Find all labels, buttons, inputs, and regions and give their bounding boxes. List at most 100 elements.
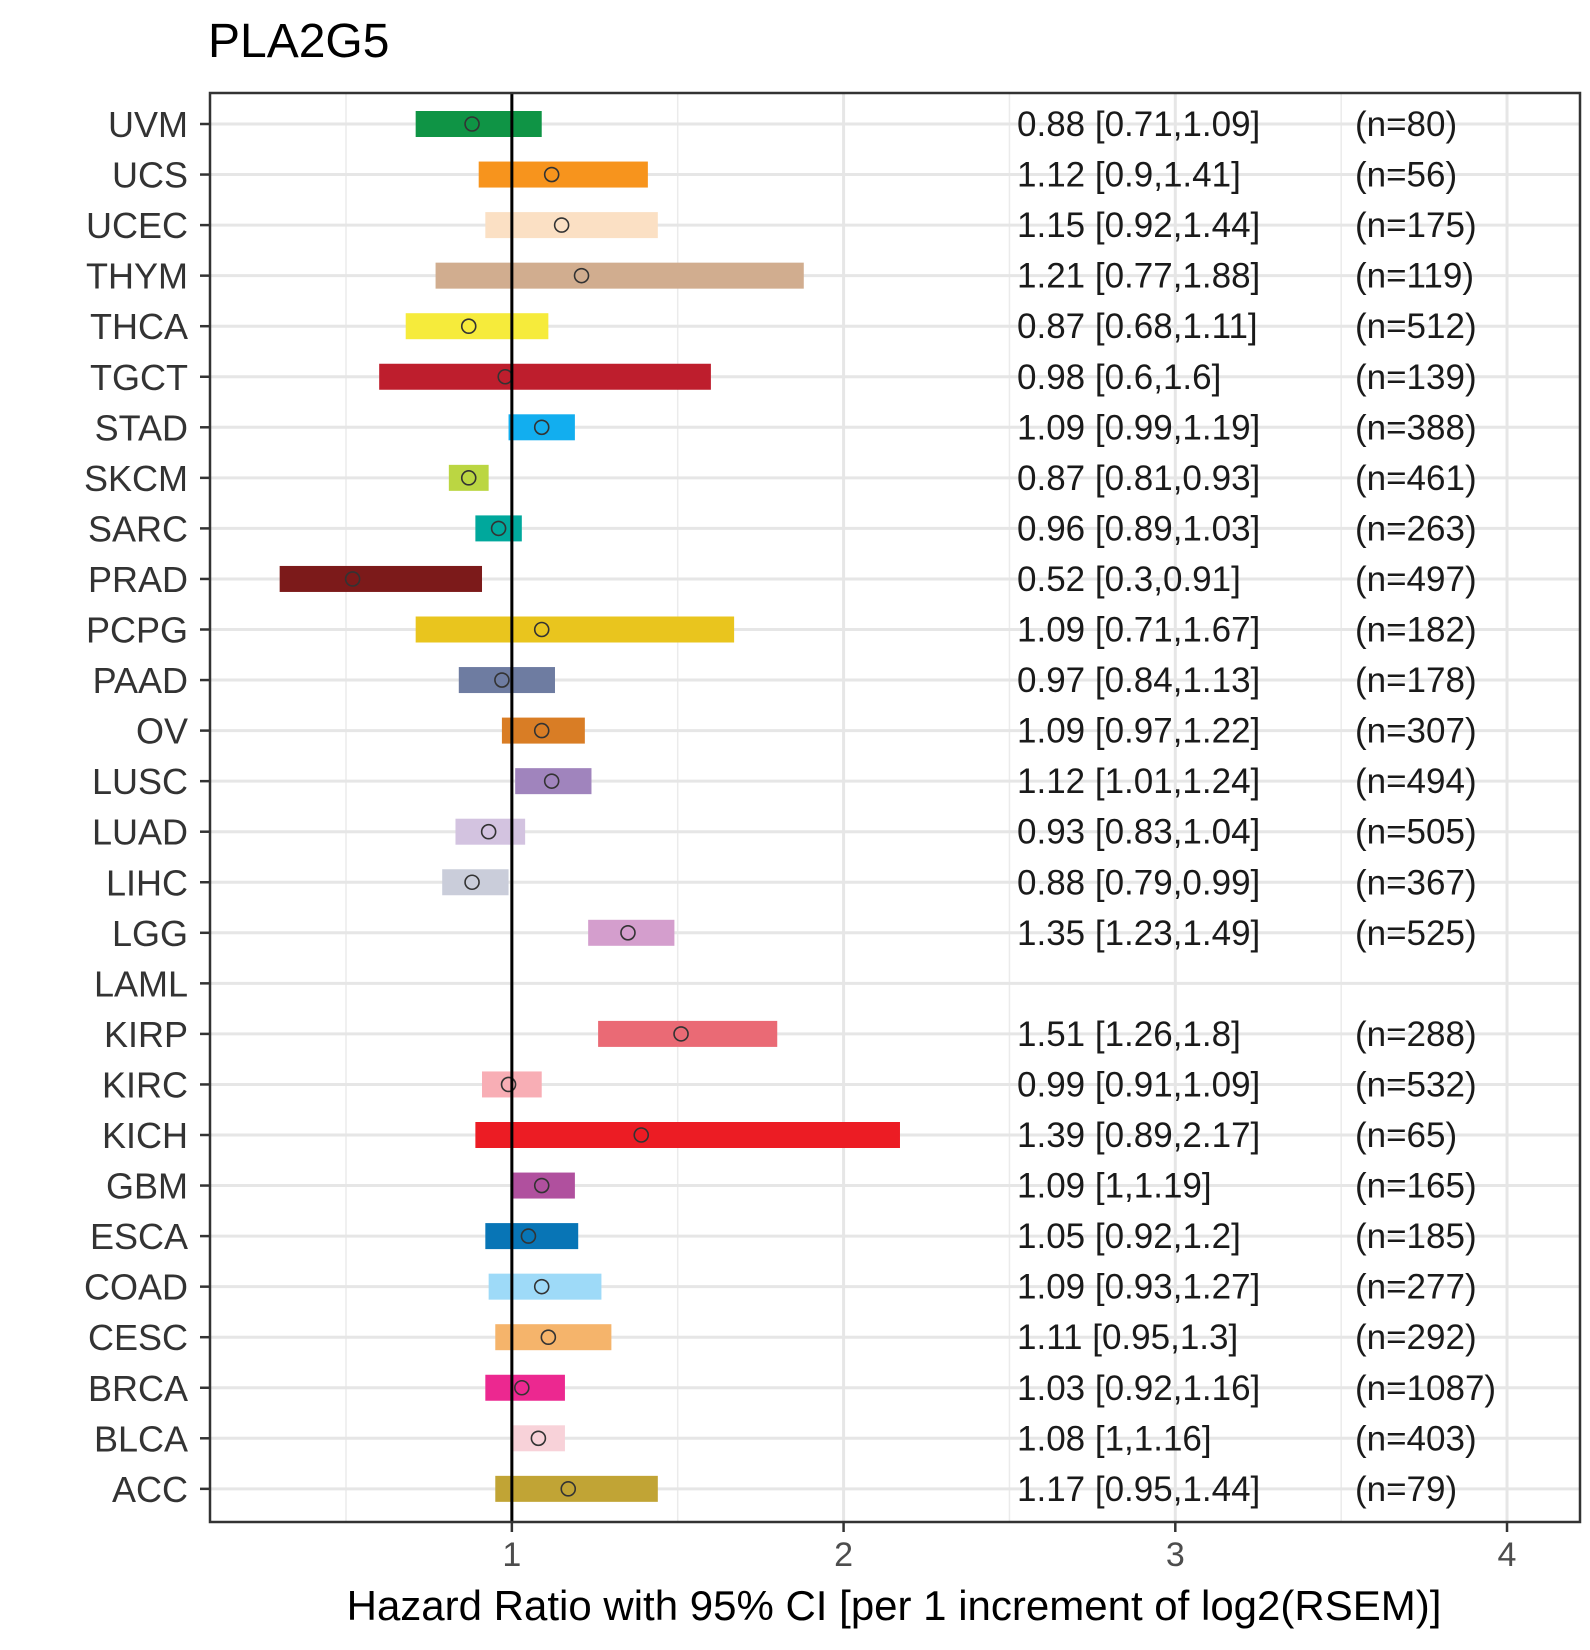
n-text-stad: (n=388) [1355, 408, 1477, 447]
y-label-paad: PAAD [93, 660, 188, 701]
hr-point-brca [514, 1379, 530, 1396]
hr-ci-text-prad: 0.52 [0.3,0.91] [1017, 560, 1241, 599]
ci-bar-thym [435, 262, 804, 289]
n-text-skcm: (n=461) [1355, 459, 1477, 498]
x-tick-label-1: 1 [502, 1536, 521, 1574]
y-label-blca: BLCA [94, 1418, 188, 1459]
hr-ci-text-coad: 1.09 [0.93,1.27] [1017, 1268, 1260, 1307]
ci-bar-lgg [588, 919, 675, 946]
n-text-kirp: (n=288) [1355, 1015, 1477, 1054]
hr-point-thym [573, 267, 590, 284]
hr-ci-text-luad: 0.93 [0.83,1.04] [1017, 813, 1260, 852]
n-text-tgct: (n=139) [1355, 358, 1477, 397]
y-label-ucs: UCS [112, 155, 188, 196]
hr-ci-text-uvm: 0.88 [0.71,1.09] [1017, 105, 1260, 144]
hr-ci-text-lgg: 1.35 [1.23,1.49] [1017, 914, 1260, 953]
bars-layer [279, 111, 900, 1502]
ci-bar-gbm [511, 1172, 575, 1199]
ci-bar-ov [501, 717, 585, 744]
n-text-pcpg: (n=182) [1355, 611, 1477, 650]
hr-ci-text-brca: 1.03 [0.92,1.16] [1017, 1369, 1260, 1408]
hr-ci-text-stad: 1.09 [0.99,1.19] [1017, 408, 1260, 447]
hr-point-lgg [620, 924, 636, 941]
ci-bar-brca [485, 1374, 565, 1401]
hr-point-thca [460, 318, 477, 335]
n-text-paad: (n=178) [1355, 661, 1477, 700]
ci-bar-pcpg [415, 616, 735, 643]
y-label-tgct: TGCT [90, 357, 188, 398]
hr-ci-text-skcm: 0.87 [0.81,0.93] [1017, 459, 1260, 498]
y-label-lgg: LGG [112, 913, 188, 954]
ci-bar-stad [508, 414, 575, 441]
y-label-uvm: UVM [108, 104, 188, 145]
x-tick-label-3: 3 [1166, 1536, 1185, 1574]
n-text-kirc: (n=532) [1355, 1065, 1477, 1104]
panel-border [208, 91, 1582, 1524]
hr-ci-text-sarc: 0.96 [0.89,1.03] [1017, 509, 1260, 548]
ci-bar-blca [511, 1425, 565, 1452]
ci-bar-kich [475, 1122, 900, 1148]
hr-ci-text-lusc: 1.12 [1.01,1.24] [1017, 762, 1260, 801]
y-label-pcpg: PCPG [86, 610, 188, 651]
y-label-sarc: SARC [88, 508, 188, 549]
y-label-skcm: SKCM [84, 458, 188, 499]
ci-bar-thca [405, 313, 549, 340]
n-text-acc: (n=79) [1355, 1470, 1457, 1509]
n-text-ucec: (n=175) [1355, 206, 1477, 245]
hr-ci-text-gbm: 1.09 [1,1.19] [1017, 1167, 1212, 1206]
hr-point-blca [530, 1430, 547, 1447]
hr-point-kich [633, 1127, 650, 1143]
hr-point-luad [480, 823, 497, 840]
hr-point-stad [533, 419, 550, 436]
n-text-gbm: (n=165) [1355, 1167, 1477, 1206]
n-text-thym: (n=119) [1355, 257, 1474, 296]
hr-ci-text-kirc: 0.99 [0.91,1.09] [1017, 1065, 1260, 1104]
ci-bar-acc [495, 1475, 658, 1502]
hr-point-kirc [500, 1076, 517, 1093]
hr-ci-text-acc: 1.17 [0.95,1.44] [1017, 1470, 1260, 1509]
ci-bar-luad [455, 818, 526, 845]
n-text-coad: (n=277) [1355, 1268, 1477, 1307]
chart-title: PLA2G5 [208, 15, 390, 68]
hr-ci-text-thca: 0.87 [0.68,1.11] [1017, 307, 1258, 346]
hr-point-lihc [464, 874, 480, 891]
y-label-coad: COAD [84, 1267, 188, 1308]
hr-ci-text-ucs: 1.12 [0.9,1.41] [1017, 156, 1241, 195]
hr-point-acc [560, 1481, 577, 1497]
x-tick-label-4: 4 [1498, 1536, 1517, 1574]
axis-layer: UVM UCS UCEC THYM THCA TGCT STAD SKCM SARC PRAD PC… [84, 104, 1516, 1574]
ci-bar-paad [458, 667, 555, 694]
ci-bar-esca [485, 1223, 579, 1250]
n-text-thca: (n=512) [1355, 307, 1477, 346]
y-label-kich: KICH [102, 1115, 188, 1156]
hr-point-gbm [533, 1177, 550, 1194]
n-text-cesc: (n=292) [1355, 1318, 1477, 1357]
ci-bar-tgct [379, 363, 711, 390]
hr-ci-text-cesc: 1.11 [0.95,1.3] [1017, 1318, 1238, 1357]
hr-ci-text-ov: 1.09 [0.97,1.22] [1017, 712, 1260, 751]
n-text-ov: (n=307) [1355, 712, 1477, 751]
n-text-lgg: (n=525) [1355, 914, 1477, 953]
n-text-lihc: (n=367) [1355, 863, 1477, 902]
hr-point-ucec [553, 217, 570, 233]
panel-border-rect [208, 91, 1582, 1524]
hr-ci-text-lihc: 0.88 [0.79,0.99] [1017, 863, 1260, 902]
n-text-blca: (n=403) [1355, 1419, 1477, 1458]
hr-ci-text-ucec: 1.15 [0.92,1.44] [1017, 206, 1260, 245]
ci-bar-lihc [442, 869, 509, 896]
hr-ci-text-pcpg: 1.09 [0.71,1.67] [1017, 611, 1260, 650]
hr-ci-text-tgct: 0.98 [0.6,1.6] [1017, 358, 1221, 397]
n-text-lusc: (n=494) [1355, 762, 1477, 801]
n-text-ucs: (n=56) [1355, 156, 1457, 195]
y-label-gbm: GBM [106, 1166, 188, 1207]
ci-bar-lusc [515, 768, 592, 795]
hr-point-prad [344, 571, 361, 587]
y-label-kirc: KIRC [102, 1064, 188, 1105]
hr-point-coad [533, 1278, 550, 1295]
ci-bar-coad [488, 1273, 602, 1300]
hr-point-uvm [464, 116, 480, 132]
hr-point-ucs [543, 166, 560, 183]
n-text-uvm: (n=80) [1355, 105, 1457, 144]
n-text-prad: (n=497) [1355, 560, 1477, 599]
